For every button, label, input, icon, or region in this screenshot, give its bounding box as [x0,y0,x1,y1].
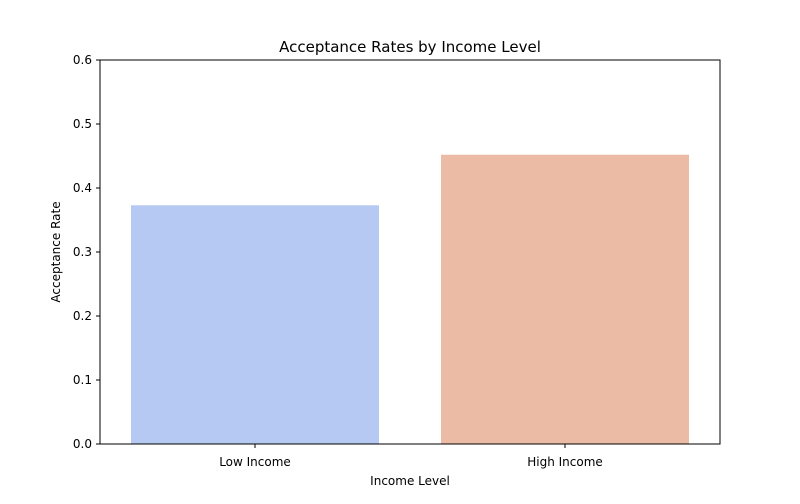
bar-low-income [131,205,379,444]
x-axis-label: Income Level [370,474,450,488]
x-axis-ticks: Low Income High Income [219,444,603,469]
y-axis-label: Acceptance Rate [49,201,63,302]
bar-high-income [441,154,689,444]
y-axis-ticks: 0.0 0.1 0.2 0.3 0.4 0.5 0.6 [73,53,100,451]
y-tick-label: 0.1 [73,373,92,387]
y-tick-label: 0.0 [73,437,92,451]
y-tick-label: 0.2 [73,309,92,323]
y-tick-label: 0.6 [73,53,92,67]
chart-title: Acceptance Rates by Income Level [279,38,541,56]
y-tick-label: 0.3 [73,245,92,259]
x-tick-label: Low Income [219,455,291,469]
y-tick-label: 0.5 [73,117,92,131]
bars-group [131,154,689,444]
x-tick-label: High Income [527,455,603,469]
y-tick-label: 0.4 [73,181,92,195]
